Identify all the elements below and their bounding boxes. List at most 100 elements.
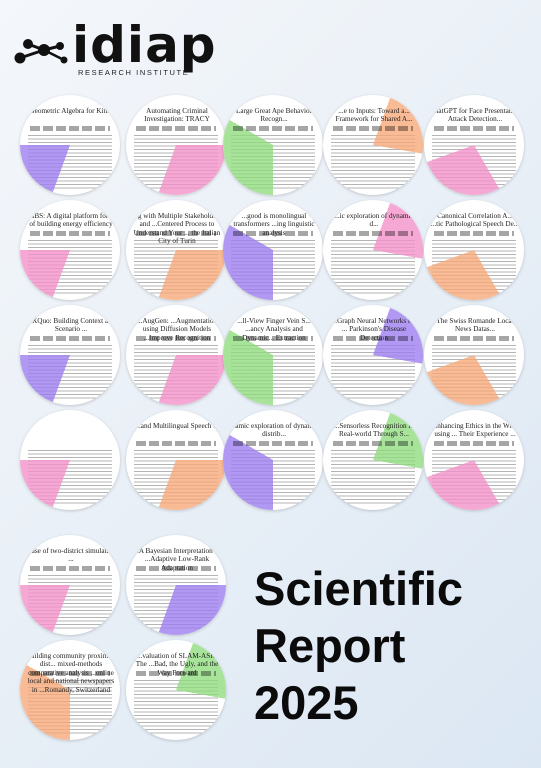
- paper-title: ...good is monolingual transformers ...i…: [233, 212, 315, 237]
- idiap-logo: idiap RESEARCH INSTITUTE: [14, 20, 216, 80]
- paper-authors: [434, 231, 514, 236]
- paper-title: ...XQuo: Building Context and Scenario .…: [26, 317, 116, 334]
- paper-authors: [333, 441, 413, 446]
- paper-color-wedge: [223, 410, 323, 510]
- paper-title: ...e to Inputs: Toward a... Framework fo…: [335, 107, 413, 124]
- paper-thumbnail: ...Sensorless Recognition in Real-world …: [323, 410, 423, 510]
- report-title: Scientific Report 2025: [254, 560, 524, 731]
- paper-thumbnail: ...g with Multiple Stakeholders and ...C…: [126, 200, 226, 300]
- paper-color-wedge: [323, 305, 423, 405]
- paper-thumbnail: ...amic exploration of dynamic distrib..…: [223, 410, 323, 510]
- paper-thumbnail: ...XQuo: Building Context and Scenario .…: [20, 305, 120, 405]
- paper-authors: [30, 231, 110, 236]
- title-line-1: Scientific: [254, 562, 463, 615]
- paper-thumbnail: Automating Criminal Investigation: TRACY: [126, 95, 226, 195]
- paper-authors: [233, 231, 313, 236]
- paper-color-wedge: [126, 410, 226, 510]
- paper-title: ...g with Multiple Stakeholders and ...C…: [132, 212, 222, 246]
- paper-color-wedge: [424, 95, 524, 195]
- paper-color-wedge: [223, 305, 323, 405]
- paper-authors: [333, 336, 413, 341]
- title-line-2: Report: [254, 619, 406, 672]
- paper-authors: [136, 126, 216, 131]
- paper-color-wedge: [126, 535, 226, 635]
- paper-title: Geometric Algebra for Kin...: [29, 107, 113, 115]
- paper-title: ...IBS: A digital platform for ... of bu…: [26, 212, 116, 229]
- paper-authors: [136, 231, 216, 236]
- paper-thumbnail: Enhancing Ethics in the Wild using ... T…: [424, 410, 524, 510]
- paper-authors: [30, 671, 110, 676]
- paper-authors: [434, 126, 514, 131]
- paper-authors: [233, 336, 313, 341]
- paper-color-wedge: [126, 640, 226, 740]
- paper-color-wedge: [323, 410, 423, 510]
- paper-title: Enhancing Ethics in the Wild using ... T…: [432, 422, 518, 439]
- paper-color-wedge: [20, 200, 120, 300]
- paper-title: ...amic exploration of dynamic distrib..…: [229, 422, 319, 439]
- paper-thumbnail: ...and Multilingual Speech ...: [126, 410, 226, 510]
- title-line-3: 2025: [254, 676, 359, 729]
- paper-authors: [136, 671, 216, 676]
- paper-authors: [333, 126, 413, 131]
- logo-wordmark: idiap: [72, 16, 217, 74]
- paper-thumbnail: ...AugGen: ...Augmentation using Diffusi…: [126, 305, 226, 405]
- paper-authors: [136, 441, 216, 446]
- paper-authors: [136, 336, 216, 341]
- paper-title: ...AugGen: ...Augmentation using Diffusi…: [136, 317, 218, 342]
- paper-thumbnail: ...e to Inputs: Toward a... Framework fo…: [323, 95, 423, 195]
- paper-authors: [434, 441, 514, 446]
- paper-title: ...Sensorless Recognition in Real-world …: [333, 422, 415, 439]
- paper-color-wedge: [20, 410, 120, 510]
- paper-title: ...and Multilingual Speech ...: [135, 422, 219, 430]
- paper-thumbnail: Large Great Ape Behavior Recogn...: [223, 95, 323, 195]
- paper-authors: [136, 566, 216, 571]
- paper-thumbnail: Building community proximity dist... mix…: [20, 640, 120, 740]
- paper-title: Building community proximity dist... mix…: [26, 652, 116, 694]
- paper-title: ...valuation of SLAM-ASR: The ...Bad, th…: [135, 652, 219, 677]
- paper-title: ...ll-View Finger Vein S... ...ancy Anal…: [237, 317, 311, 342]
- paper-color-wedge: [20, 535, 120, 635]
- paper-title: Canonical Correlation A... ...tic Pathol…: [430, 212, 520, 229]
- paper-thumbnail: ...valuation of SLAM-ASR: The ...Bad, th…: [126, 640, 226, 740]
- paper-color-wedge: [126, 200, 226, 300]
- paper-authors: [30, 126, 110, 131]
- paper-thumbnail: ...ll-View Finger Vein S... ...ancy Anal…: [223, 305, 323, 405]
- paper-color-wedge: [323, 95, 423, 195]
- paper-thumbnail: ...A Bayesian Interpretation of ...Adapt…: [126, 535, 226, 635]
- molecule-icon: [14, 39, 68, 64]
- paper-color-wedge: [20, 640, 120, 740]
- paper-color-wedge: [126, 305, 226, 405]
- paper-color-wedge: [20, 95, 120, 195]
- logo-subtitle: RESEARCH INSTITUTE: [78, 68, 190, 77]
- paper-title: ...ic exploration of dynamic d...: [334, 212, 414, 229]
- paper-authors: [233, 126, 313, 131]
- paper-title: Large Great Ape Behavior Recogn...: [236, 107, 312, 124]
- paper-color-wedge: [20, 305, 120, 405]
- paper-color-wedge: [424, 410, 524, 510]
- paper-thumbnail: ChatGPT for Face Presentation Attack Det…: [424, 95, 524, 195]
- paper-title: ChatGPT for Face Presentation Attack Det…: [430, 107, 520, 124]
- paper-color-wedge: [424, 200, 524, 300]
- paper-authors: [434, 336, 514, 341]
- paper-title: The Swiss Romande Local News Datas...: [436, 317, 514, 334]
- paper-title: ...Graph Neural Networks for ... Parkins…: [331, 317, 417, 342]
- paper-thumbnail: ...Graph Neural Networks for ... Parkins…: [323, 305, 423, 405]
- paper-thumbnail: ...ic exploration of dynamic d...: [323, 200, 423, 300]
- paper-title: ...ase of two-district simulation ...: [26, 547, 116, 564]
- paper-authors: [30, 566, 110, 571]
- paper-color-wedge: [223, 95, 323, 195]
- paper-thumbnail: ...good is monolingual transformers ...i…: [223, 200, 323, 300]
- paper-thumbnail: Canonical Correlation A... ...tic Pathol…: [424, 200, 524, 300]
- paper-thumbnail: ...ase of two-district simulation ...: [20, 535, 120, 635]
- paper-thumbnail: [20, 410, 120, 510]
- paper-thumbnail: The Swiss Romande Local News Datas...: [424, 305, 524, 405]
- paper-thumbnail: Geometric Algebra for Kin...: [20, 95, 120, 195]
- paper-title: Automating Criminal Investigation: TRACY: [144, 107, 210, 124]
- paper-authors: [233, 441, 313, 446]
- paper-authors: [30, 336, 110, 341]
- paper-color-wedge: [223, 200, 323, 300]
- paper-title: ...A Bayesian Interpretation of ...Adapt…: [133, 547, 221, 572]
- paper-color-wedge: [126, 95, 226, 195]
- paper-color-wedge: [323, 200, 423, 300]
